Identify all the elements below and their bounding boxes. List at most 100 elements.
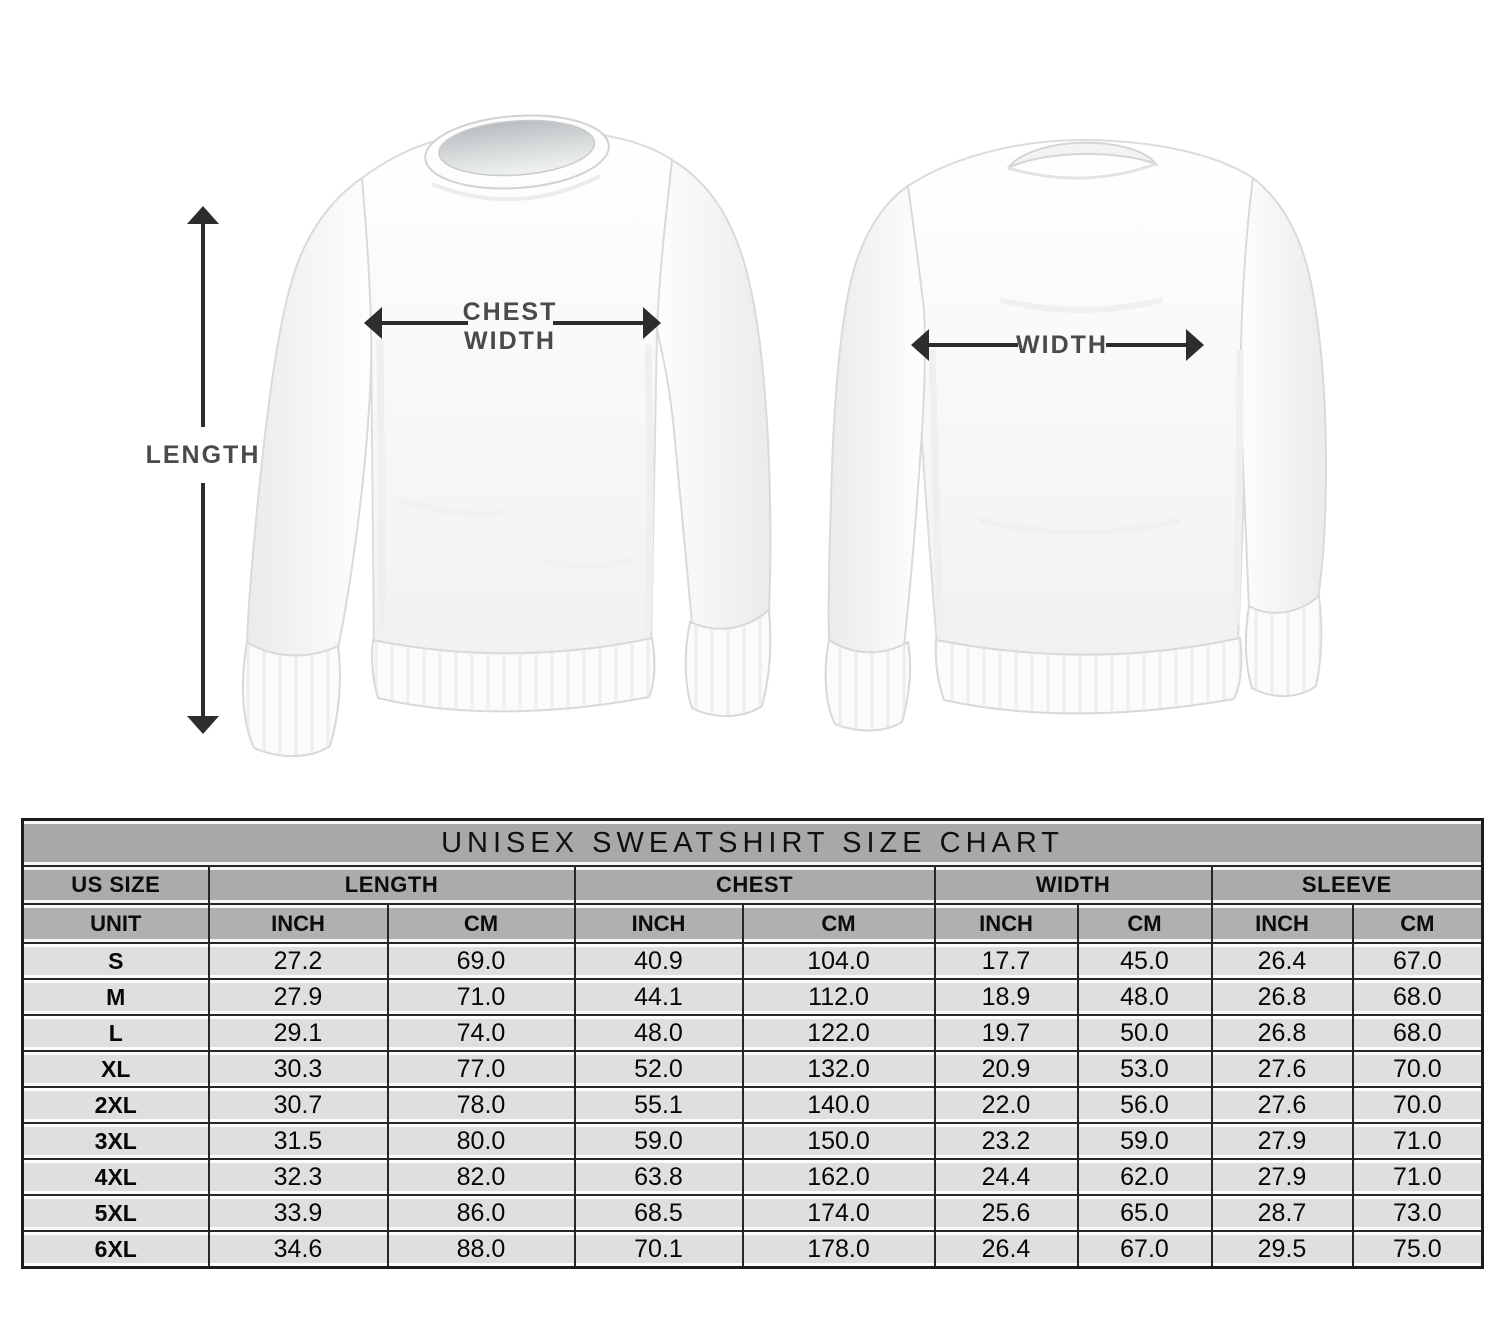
unit-cell: INCH — [573, 903, 744, 944]
value-cell: 78.0 — [386, 1086, 576, 1124]
sweatshirt-measurement-diagram: LENGTH CHEST WIDTH WIDTH — [146, 114, 1328, 757]
value-cell: 70.0 — [1351, 1086, 1484, 1124]
value-cell: 162.0 — [741, 1158, 936, 1196]
value-cell: 86.0 — [386, 1194, 576, 1232]
size-cell: 5XL — [21, 1194, 210, 1232]
value-cell: 20.9 — [933, 1050, 1079, 1088]
size-cell: S — [21, 942, 210, 980]
value-cell: 70.1 — [573, 1230, 744, 1269]
value-cell: 67.0 — [1351, 942, 1484, 980]
width-arrow — [911, 329, 1204, 361]
value-cell: 45.0 — [1076, 942, 1213, 980]
size-row-xl: XL 30.3 77.0 52.0 132.0 20.9 53.0 27.6 7… — [21, 1050, 1484, 1088]
value-cell: 18.9 — [933, 978, 1079, 1016]
size-row-4xl: 4XL 32.3 82.0 63.8 162.0 24.4 62.0 27.9 … — [21, 1158, 1484, 1196]
value-cell: 88.0 — [386, 1230, 576, 1269]
header-sleeve: SLEEVE — [1210, 865, 1484, 905]
value-cell: 82.0 — [386, 1158, 576, 1196]
value-cell: 67.0 — [1076, 1230, 1213, 1269]
value-cell: 22.0 — [933, 1086, 1079, 1124]
size-row-m: M 27.9 71.0 44.1 112.0 18.9 48.0 26.8 68… — [21, 978, 1484, 1016]
value-cell: 34.6 — [207, 1230, 389, 1269]
value-cell: 17.7 — [933, 942, 1079, 980]
value-cell: 27.9 — [207, 978, 389, 1016]
value-cell: 40.9 — [573, 942, 744, 980]
value-cell: 69.0 — [386, 942, 576, 980]
value-cell: 77.0 — [386, 1050, 576, 1088]
value-cell: 31.5 — [207, 1122, 389, 1160]
value-cell: 25.6 — [933, 1194, 1079, 1232]
header-chest: CHEST — [573, 865, 936, 905]
unit-header: UNIT — [21, 903, 210, 944]
back-sweatshirt-illustration — [824, 138, 1328, 732]
unit-cell: CM — [1076, 903, 1213, 944]
value-cell: 26.4 — [933, 1230, 1079, 1269]
value-cell: 140.0 — [741, 1086, 936, 1124]
value-cell: 71.0 — [1351, 1158, 1484, 1196]
value-cell: 27.9 — [1210, 1122, 1354, 1160]
value-cell: 59.0 — [573, 1122, 744, 1160]
size-cell: L — [21, 1014, 210, 1052]
value-cell: 178.0 — [741, 1230, 936, 1269]
value-cell: 75.0 — [1351, 1230, 1484, 1269]
value-cell: 68.0 — [1351, 1014, 1484, 1052]
value-cell: 132.0 — [741, 1050, 936, 1088]
value-cell: 27.6 — [1210, 1086, 1354, 1124]
size-row-6xl: 6XL 34.6 88.0 70.1 178.0 26.4 67.0 29.5 … — [21, 1230, 1484, 1269]
value-cell: 48.0 — [573, 1014, 744, 1052]
length-arrow — [187, 206, 219, 734]
size-cell: 3XL — [21, 1122, 210, 1160]
size-row-l: L 29.1 74.0 48.0 122.0 19.7 50.0 26.8 68… — [21, 1014, 1484, 1052]
unit-cell: CM — [1351, 903, 1484, 944]
value-cell: 28.7 — [1210, 1194, 1354, 1232]
front-sweatshirt-illustration — [241, 114, 772, 757]
size-cell: 2XL — [21, 1086, 210, 1124]
table-title: UNISEX SWEATSHIRT SIZE CHART — [21, 818, 1484, 867]
table-group-header-row: US SIZE LENGTH CHEST WIDTH SLEEVE — [21, 865, 1484, 905]
value-cell: 32.3 — [207, 1158, 389, 1196]
size-cell: XL — [21, 1050, 210, 1088]
value-cell: 70.0 — [1351, 1050, 1484, 1088]
chest-width-arrow — [364, 307, 661, 339]
value-cell: 150.0 — [741, 1122, 936, 1160]
size-cell: 4XL — [21, 1158, 210, 1196]
value-cell: 26.4 — [1210, 942, 1354, 980]
header-width: WIDTH — [933, 865, 1213, 905]
unit-cell: INCH — [207, 903, 389, 944]
unit-cell: CM — [386, 903, 576, 944]
value-cell: 27.9 — [1210, 1158, 1354, 1196]
header-length: LENGTH — [207, 865, 576, 905]
size-row-3xl: 3XL 31.5 80.0 59.0 150.0 23.2 59.0 27.9 … — [21, 1122, 1484, 1160]
value-cell: 122.0 — [741, 1014, 936, 1052]
length-label: LENGTH — [146, 441, 261, 469]
value-cell: 52.0 — [573, 1050, 744, 1088]
header-us-size: US SIZE — [21, 865, 210, 905]
value-cell: 74.0 — [386, 1014, 576, 1052]
value-cell: 73.0 — [1351, 1194, 1484, 1232]
value-cell: 112.0 — [741, 978, 936, 1016]
value-cell: 63.8 — [573, 1158, 744, 1196]
value-cell: 23.2 — [933, 1122, 1079, 1160]
value-cell: 27.2 — [207, 942, 389, 980]
chest-width-label-line1: CHEST — [463, 298, 558, 326]
value-cell: 68.5 — [573, 1194, 744, 1232]
size-row-5xl: 5XL 33.9 86.0 68.5 174.0 25.6 65.0 28.7 … — [21, 1194, 1484, 1232]
value-cell: 55.1 — [573, 1086, 744, 1124]
value-cell: 71.0 — [1351, 1122, 1484, 1160]
value-cell: 71.0 — [386, 978, 576, 1016]
size-cell: M — [21, 978, 210, 1016]
value-cell: 30.7 — [207, 1086, 389, 1124]
size-row-s: S 27.2 69.0 40.9 104.0 17.7 45.0 26.4 67… — [21, 942, 1484, 980]
value-cell: 44.1 — [573, 978, 744, 1016]
value-cell: 80.0 — [386, 1122, 576, 1160]
value-cell: 56.0 — [1076, 1086, 1213, 1124]
value-cell: 29.1 — [207, 1014, 389, 1052]
back-width-label: WIDTH — [1016, 331, 1108, 359]
table-title-row: UNISEX SWEATSHIRT SIZE CHART — [21, 818, 1484, 867]
value-cell: 27.6 — [1210, 1050, 1354, 1088]
size-chart-table: UNISEX SWEATSHIRT SIZE CHART US SIZE LEN… — [21, 818, 1485, 1269]
value-cell: 26.8 — [1210, 978, 1354, 1016]
value-cell: 24.4 — [933, 1158, 1079, 1196]
value-cell: 62.0 — [1076, 1158, 1213, 1196]
